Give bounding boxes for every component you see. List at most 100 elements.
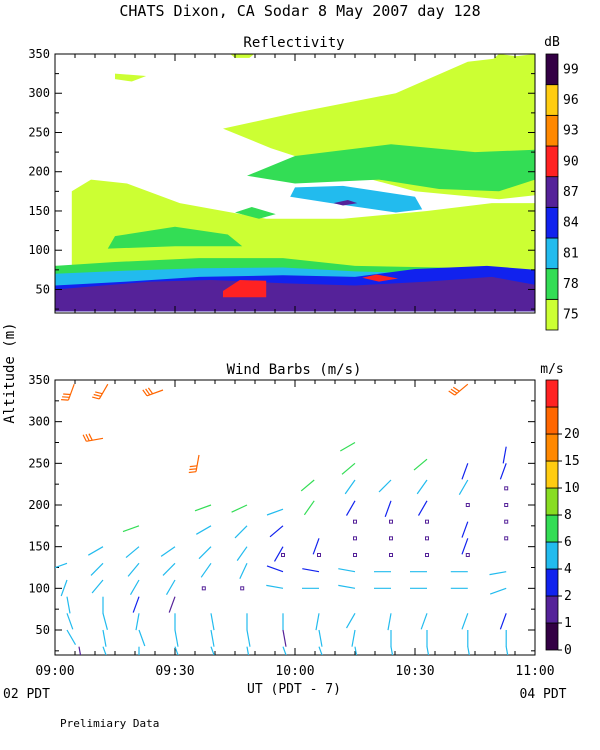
wind-speed-colorbar: 0 1 2 4 6 8 10 15 20 — [545, 379, 580, 658]
reflectivity-contour-75-3 — [491, 54, 523, 62]
wind-speed-colorbar-swatch — [545, 379, 559, 408]
wind-barb-54 — [266, 584, 284, 589]
barb-shaft — [315, 613, 320, 631]
calm-marker-92 — [425, 519, 429, 524]
wind-barb-5 — [78, 646, 82, 655]
wind-barb-119 — [489, 587, 507, 595]
wind-barb-49 — [266, 508, 284, 516]
barb-shaft — [266, 508, 284, 516]
wind-barb-64 — [315, 613, 320, 631]
left-date-label: 02 PDT — [3, 687, 50, 702]
wind-speed-colorbar-label: 20 — [564, 427, 580, 442]
barb-feather — [147, 387, 154, 395]
barb-shaft — [303, 500, 315, 516]
right-date-label: 04 PDT — [520, 687, 567, 702]
wind-barb-36 — [188, 454, 200, 474]
barb-shaft — [165, 579, 176, 596]
wind-barb-30 — [174, 629, 179, 647]
barb-shaft — [351, 629, 356, 647]
wind-barb-3 — [66, 613, 74, 630]
reflectivity-contour-75-5 — [523, 76, 535, 95]
barb-shaft — [266, 565, 284, 573]
barb-shaft — [198, 546, 212, 560]
barb-shaft — [344, 479, 356, 495]
wind-speed-colorbar-swatch — [545, 541, 559, 570]
barb-shaft — [387, 613, 392, 631]
wind-barb-44 — [239, 563, 248, 579]
barb-shaft — [129, 579, 140, 596]
barb-shaft — [417, 500, 428, 516]
calm-marker-82 — [389, 536, 393, 541]
wind-barb-9 — [87, 546, 104, 556]
barb-shaft — [195, 525, 212, 535]
wind-barb-14 — [102, 629, 107, 647]
barb-shaft — [246, 629, 251, 647]
reflectivity-contour-87-13 — [55, 276, 535, 312]
barb-feather — [82, 434, 87, 442]
x-tick-label: 10:00 — [275, 664, 314, 679]
wind-speed-colorbar-label: 0 — [564, 643, 572, 658]
y-tick-label: 250 — [28, 456, 50, 470]
y-tick-label: 50 — [36, 623, 50, 637]
wind-barb-62 — [302, 568, 320, 573]
barb-shaft — [66, 613, 74, 630]
wind-barb-76 — [345, 613, 356, 629]
barb-shaft — [102, 629, 107, 647]
axes-frame — [54, 379, 536, 656]
wind-barb-50 — [269, 525, 284, 538]
barb-shaft — [338, 584, 356, 589]
barb-shaft — [273, 546, 284, 562]
calm-marker-71 — [353, 519, 357, 524]
reflectivity-colorbar: 75 78 81 84 87 90 93 96 99 — [545, 53, 579, 331]
barb-feather — [450, 388, 458, 394]
barb-shaft — [420, 613, 428, 630]
barb-shaft — [505, 646, 509, 655]
wind-barbs-panel: 50 100 150 200 250 300 350 09:00 09:30 10:00 10:30… — [28, 373, 554, 679]
reflectivity-colorbar-swatch — [545, 298, 559, 331]
wind-barb-24 — [142, 387, 164, 397]
barb-shaft — [502, 446, 507, 464]
barb-shaft — [160, 546, 176, 557]
barb-shaft — [461, 463, 469, 480]
wind-barb-10 — [90, 562, 104, 576]
barb-shaft — [499, 613, 507, 630]
wind-barb-20 — [132, 596, 140, 613]
barb-shaft — [318, 629, 323, 647]
barb-shaft — [162, 562, 176, 576]
barb-shaft — [210, 629, 215, 647]
barb-feather — [63, 393, 71, 396]
reflectivity-contour-87-14 — [333, 200, 358, 206]
barb-shaft — [246, 646, 250, 655]
wind-barb-6 — [61, 383, 75, 401]
wind-barb-74 — [338, 568, 356, 573]
reflectivity-contour-78-7 — [247, 144, 535, 192]
calm-marker-72 — [353, 536, 357, 541]
reflectivity-colorbar-swatch — [545, 268, 559, 300]
wind-barb-104 — [461, 521, 469, 538]
wind-barb-58 — [300, 479, 315, 492]
wind-barb-43 — [236, 546, 248, 561]
wind-barb-65 — [318, 629, 323, 647]
reflectivity-contour-75-4 — [230, 54, 255, 58]
calm-marker-61 — [317, 553, 321, 557]
wind-barb-75 — [338, 584, 356, 589]
calm-marker-52 — [281, 553, 285, 557]
barb-shaft — [127, 562, 140, 577]
barb-shaft — [194, 504, 212, 512]
barb-shaft — [55, 562, 68, 569]
barb-shaft — [234, 525, 248, 539]
reflectivity-colorbar-label: 90 — [563, 154, 579, 169]
y-tick-label: 50 — [36, 282, 50, 296]
barb-shaft — [312, 538, 320, 555]
reflectivity-colorbar-swatch — [545, 176, 559, 208]
wind-speed-colorbar-label: 2 — [564, 589, 572, 604]
wind-speed-colorbar-label: 1 — [564, 616, 572, 631]
barb-shaft — [125, 546, 140, 559]
wind-barb-118 — [489, 571, 507, 576]
reflectivity-colorbar-label: 75 — [563, 308, 579, 323]
wind-barb-40 — [210, 646, 215, 655]
wind-barb-120 — [499, 613, 507, 630]
wind-barb-57 — [282, 646, 287, 655]
wind-barb-0 — [55, 562, 68, 569]
